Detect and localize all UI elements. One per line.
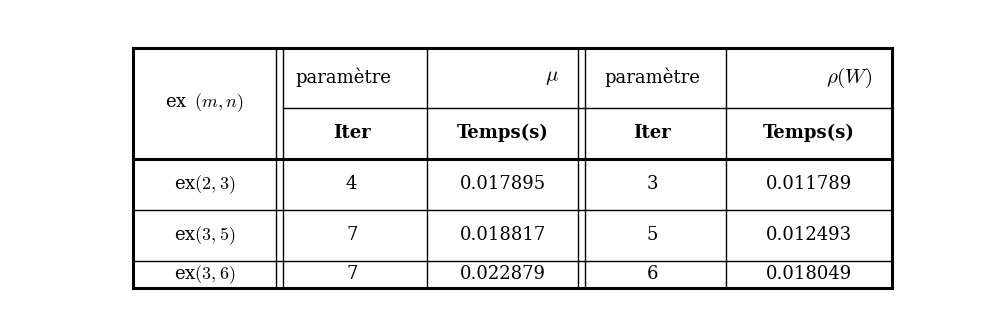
Text: 5: 5 bbox=[646, 226, 658, 244]
Text: ex $\,(m,n)$: ex $\,(m,n)$ bbox=[165, 92, 244, 115]
Text: 0.018817: 0.018817 bbox=[460, 226, 546, 244]
Text: Iter: Iter bbox=[333, 124, 371, 142]
Text: ex$(2,3)$: ex$(2,3)$ bbox=[174, 173, 235, 196]
Text: Temps(s): Temps(s) bbox=[763, 124, 855, 142]
Text: 0.018049: 0.018049 bbox=[766, 265, 852, 284]
Text: 6: 6 bbox=[646, 265, 658, 284]
Text: 0.012493: 0.012493 bbox=[766, 226, 852, 244]
Text: $\rho(W)$: $\rho(W)$ bbox=[826, 65, 873, 90]
Text: Temps(s): Temps(s) bbox=[457, 124, 549, 142]
Text: 4: 4 bbox=[346, 175, 357, 193]
Text: 0.017895: 0.017895 bbox=[460, 175, 546, 193]
Text: ex$(3,5)$: ex$(3,5)$ bbox=[174, 224, 235, 247]
Text: Iter: Iter bbox=[633, 124, 671, 142]
Text: 3: 3 bbox=[646, 175, 658, 193]
Text: 7: 7 bbox=[346, 226, 357, 244]
Text: 0.011789: 0.011789 bbox=[766, 175, 852, 193]
Text: 0.022879: 0.022879 bbox=[460, 265, 546, 284]
Text: $\mu$: $\mu$ bbox=[545, 68, 559, 87]
Text: 7: 7 bbox=[346, 265, 357, 284]
Text: ex$(3,6)$: ex$(3,6)$ bbox=[174, 263, 235, 286]
Text: paramètre: paramètre bbox=[605, 68, 701, 87]
Text: paramètre: paramètre bbox=[296, 68, 391, 87]
